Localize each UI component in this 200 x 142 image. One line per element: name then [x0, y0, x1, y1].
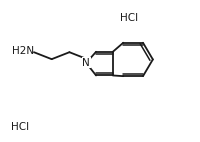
Text: N: N	[82, 58, 90, 68]
Text: HCl: HCl	[120, 13, 138, 23]
Text: H2N: H2N	[12, 46, 34, 56]
Text: HCl: HCl	[11, 122, 29, 132]
